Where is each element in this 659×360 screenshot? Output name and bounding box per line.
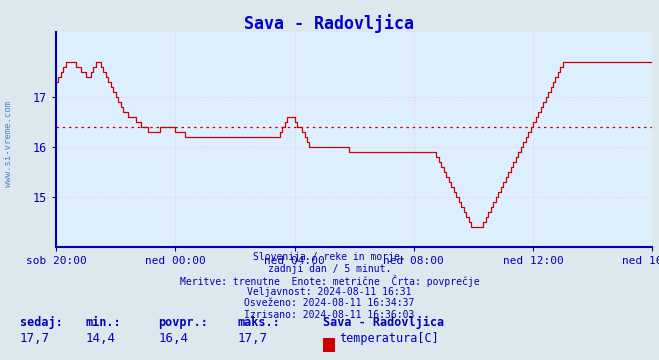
Text: 16,4: 16,4 [158,332,188,345]
Text: Osveženo: 2024-08-11 16:34:37: Osveženo: 2024-08-11 16:34:37 [244,298,415,308]
Text: Veljavnost: 2024-08-11 16:31: Veljavnost: 2024-08-11 16:31 [247,287,412,297]
Text: povpr.:: povpr.: [158,316,208,329]
Text: 17,7: 17,7 [20,332,50,345]
Text: Sava - Radovljica: Sava - Radovljica [244,14,415,33]
Text: zadnji dan / 5 minut.: zadnji dan / 5 minut. [268,264,391,274]
Text: Sava - Radovljica: Sava - Radovljica [323,316,444,329]
Text: Meritve: trenutne  Enote: metrične  Črta: povprečje: Meritve: trenutne Enote: metrične Črta: … [180,275,479,287]
Text: Slovenija / reke in morje.: Slovenija / reke in morje. [253,252,406,262]
Text: www.si-vreme.com: www.si-vreme.com [4,101,13,187]
Text: sedaj:: sedaj: [20,316,63,329]
Text: min.:: min.: [86,316,121,329]
Text: 14,4: 14,4 [86,332,116,345]
Text: Izrisano: 2024-08-11 16:36:03: Izrisano: 2024-08-11 16:36:03 [244,310,415,320]
Text: temperatura[C]: temperatura[C] [339,332,439,345]
Text: maks.:: maks.: [237,316,280,329]
Text: 17,7: 17,7 [237,332,268,345]
